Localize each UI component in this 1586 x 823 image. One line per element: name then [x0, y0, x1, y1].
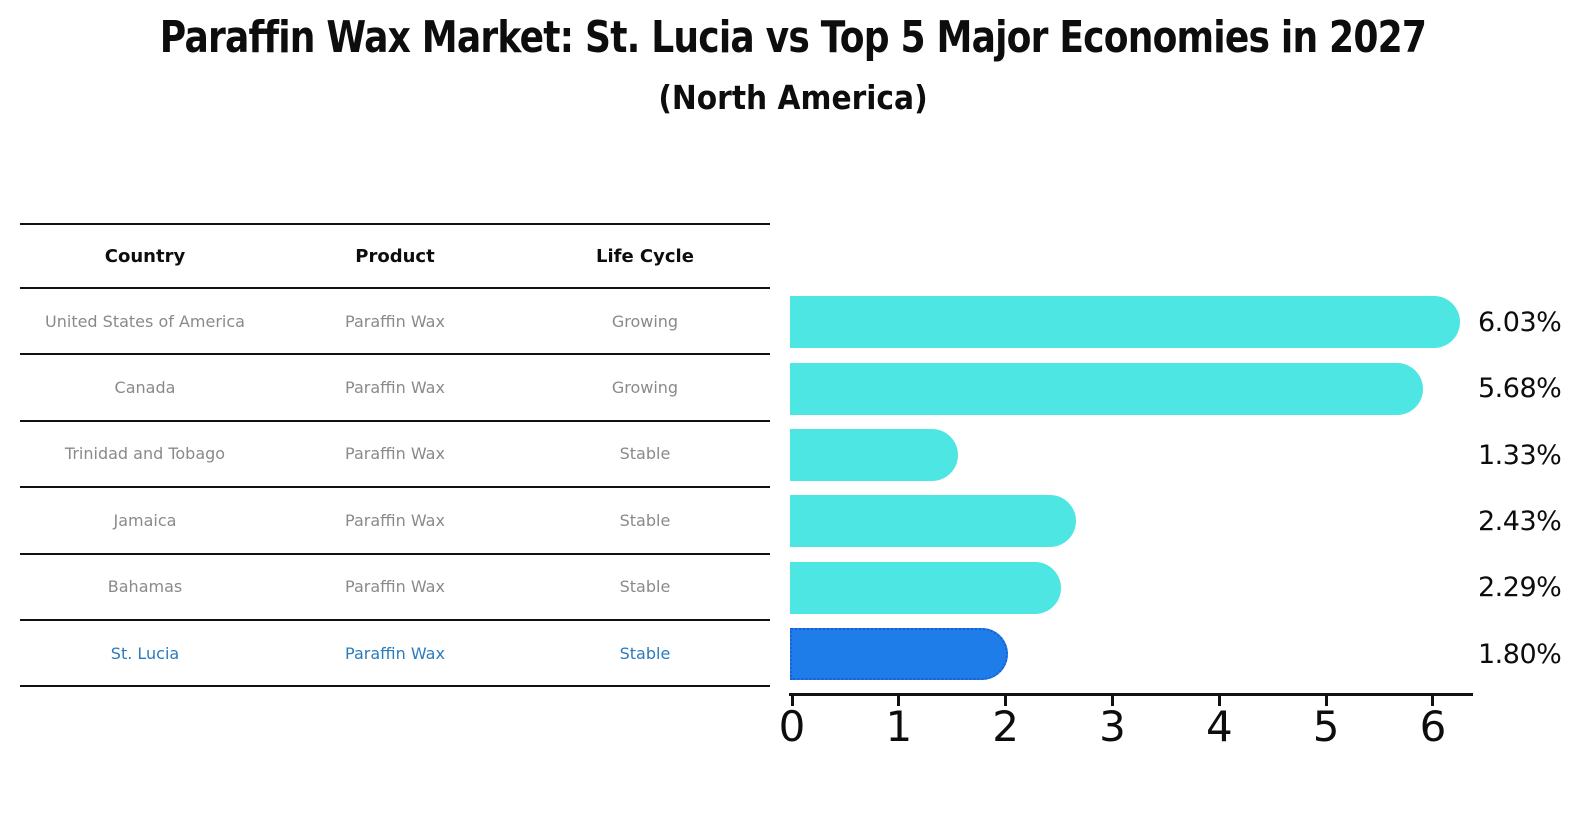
- country-cell: Canada: [114, 378, 176, 398]
- table-header-row: Country Product Life Cycle: [20, 223, 770, 289]
- table-header-life-cycle: Life Cycle: [595, 245, 694, 267]
- life-cycle-cell: Stable: [619, 643, 671, 663]
- x-tick-label: 3: [1099, 702, 1126, 751]
- bar-value-label: 1.33%: [1478, 439, 1562, 471]
- product-cell: Paraffin Wax: [345, 643, 445, 663]
- table-row: Trinidad and Tobago Paraffin Wax Stable: [20, 422, 770, 489]
- x-tick-label: 2: [992, 702, 1020, 751]
- x-tick-label: 5: [1312, 702, 1340, 751]
- chart-title: Paraffin Wax Market: St. Lucia vs Top 5 …: [159, 12, 1427, 63]
- x-tick-mark: [1004, 696, 1008, 706]
- x-tick-mark: [790, 696, 794, 706]
- bar: [790, 296, 1461, 349]
- x-tick-label: 0: [778, 702, 806, 751]
- bar: [790, 561, 1061, 614]
- product-cell: Paraffin Wax: [345, 378, 445, 398]
- bar: [790, 362, 1423, 415]
- life-cycle-cell: Growing: [611, 378, 679, 398]
- table-row: Canada Paraffin Wax Growing: [20, 355, 770, 422]
- country-cell: United States of America: [45, 311, 245, 331]
- x-tick-mark: [1324, 696, 1328, 706]
- product-cell: Paraffin Wax: [345, 577, 445, 597]
- life-cycle-cell: Stable: [619, 510, 671, 530]
- table-header-product: Product: [355, 245, 435, 267]
- x-tick-label: 4: [1205, 702, 1233, 751]
- product-cell: Paraffin Wax: [345, 510, 445, 530]
- country-table: Country Product Life Cycle United States…: [20, 223, 770, 688]
- table-row: Bahamas Paraffin Wax Stable: [20, 555, 770, 621]
- x-axis-line: [789, 693, 1473, 696]
- bar-value-label: 2.43%: [1478, 505, 1562, 537]
- bar-value-label: 2.29%: [1478, 572, 1562, 604]
- table-body: United States of America Paraffin Wax Grow…: [20, 289, 770, 688]
- bar-highlight: [790, 628, 1009, 681]
- country-cell: St. Lucia: [110, 643, 180, 663]
- country-cell: Jamaica: [113, 510, 177, 530]
- life-cycle-cell: Growing: [611, 311, 679, 331]
- x-tick-label: 6: [1419, 702, 1447, 751]
- bar-value-label: 1.80%: [1478, 638, 1562, 670]
- product-cell: Paraffin Wax: [345, 311, 445, 331]
- table-row: Jamaica Paraffin Wax Stable: [20, 488, 770, 555]
- x-tick-mark: [1217, 696, 1221, 706]
- bar-value-label: 6.03%: [1478, 306, 1562, 338]
- table-row: St. Lucia Paraffin Wax Stable: [20, 621, 770, 688]
- bar-value-label: 5.68%: [1478, 373, 1562, 405]
- x-tick-label: 1: [885, 702, 913, 751]
- table-row: United States of America Paraffin Wax Grow…: [20, 289, 770, 356]
- life-cycle-cell: Stable: [619, 444, 671, 464]
- x-tick-mark: [897, 696, 901, 706]
- country-cell: Bahamas: [107, 577, 183, 597]
- chart-subtitle: (North America): [658, 78, 928, 117]
- bar: [790, 495, 1076, 548]
- product-cell: Paraffin Wax: [345, 444, 445, 464]
- bar: [790, 429, 959, 481]
- life-cycle-cell: Stable: [619, 577, 671, 597]
- table-header-country: Country: [104, 245, 186, 267]
- x-tick-mark: [1110, 696, 1114, 706]
- country-cell: Trinidad and Tobago: [64, 444, 226, 464]
- x-tick-mark: [1431, 696, 1435, 706]
